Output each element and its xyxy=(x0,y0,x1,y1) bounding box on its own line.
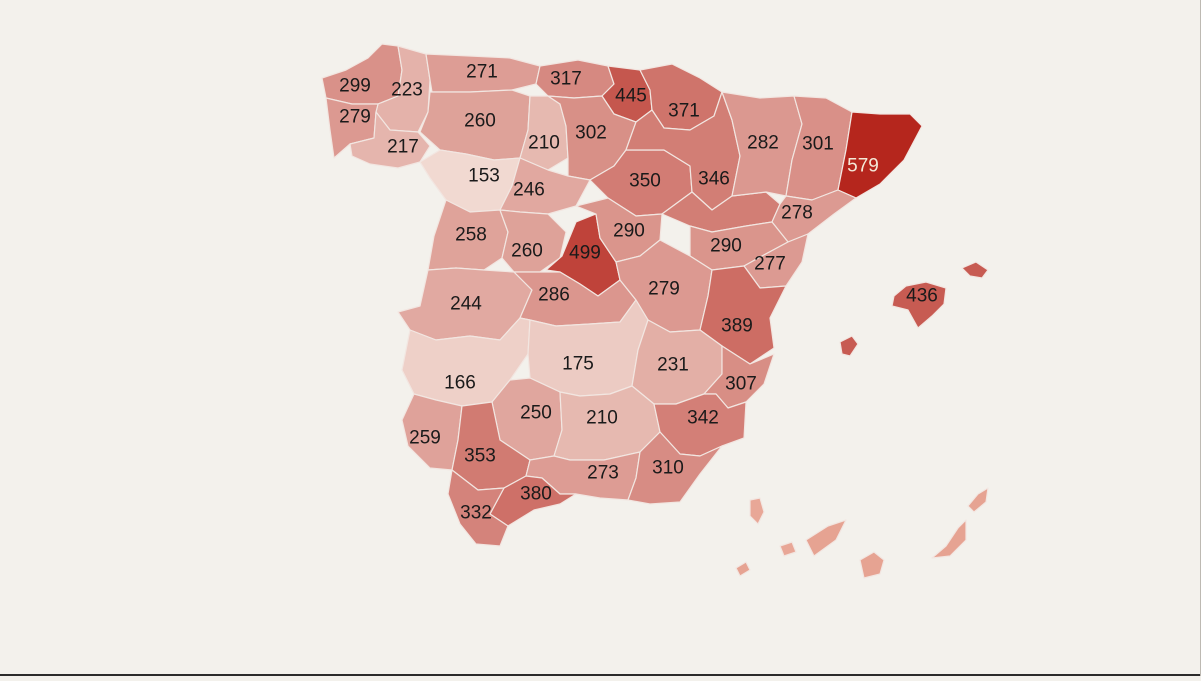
label-palencia: 210 xyxy=(528,133,560,154)
label-castellon: 277 xyxy=(754,254,786,275)
label-mallorca: 436 xyxy=(906,286,938,307)
label-murcia: 342 xyxy=(687,408,719,429)
island-canary-3 xyxy=(805,519,847,557)
province-shapes xyxy=(321,43,989,547)
region-cadiz[interactable] xyxy=(447,469,509,547)
label-ciudad-real: 175 xyxy=(562,354,594,375)
label-bizkaia: 445 xyxy=(615,86,647,107)
label-ourense: 217 xyxy=(387,137,419,158)
region-tarragona[interactable] xyxy=(771,189,857,243)
label-almeria: 310 xyxy=(652,458,684,479)
label-albacete: 231 xyxy=(657,355,689,376)
region-almeria[interactable] xyxy=(627,431,723,505)
label-toledo: 286 xyxy=(538,285,570,306)
label-teruel: 290 xyxy=(710,236,742,257)
label-pontevedra: 279 xyxy=(339,107,371,128)
island-menorca xyxy=(961,261,989,279)
region-asturias[interactable] xyxy=(425,53,541,93)
label-lugo: 223 xyxy=(391,80,423,101)
label-granada: 273 xyxy=(587,463,619,484)
label-avila: 260 xyxy=(511,241,543,262)
canary-islands xyxy=(735,487,989,579)
label-cantabria: 317 xyxy=(550,69,582,90)
island-canary-1 xyxy=(749,497,765,525)
bottom-frame-line xyxy=(0,674,1201,676)
label-salamanca: 258 xyxy=(455,225,487,246)
label-valladolid: 246 xyxy=(513,180,545,201)
label-huelva: 259 xyxy=(409,428,441,449)
island-canary-6 xyxy=(931,519,967,559)
label-tarragona: 278 xyxy=(781,203,813,224)
region-valladolid[interactable] xyxy=(499,157,591,215)
region-girona[interactable] xyxy=(837,111,923,199)
label-zamora: 153 xyxy=(468,166,500,187)
region-mallorca[interactable] xyxy=(891,281,947,329)
label-burgos: 302 xyxy=(575,123,607,144)
label-a-coruna: 299 xyxy=(339,76,371,97)
label-valencia: 389 xyxy=(721,316,753,337)
label-madrid: 499 xyxy=(569,243,601,264)
label-jaen: 210 xyxy=(586,408,618,429)
label-girona: 579 xyxy=(847,156,879,177)
region-valencia[interactable] xyxy=(699,265,787,365)
label-huesca: 282 xyxy=(747,133,779,154)
island-canary-5 xyxy=(859,551,885,579)
label-asturias: 271 xyxy=(466,62,498,83)
label-soria: 350 xyxy=(629,171,661,192)
label-cadiz: 332 xyxy=(460,503,492,524)
label-caceres: 244 xyxy=(450,294,482,315)
island-canary-7 xyxy=(967,487,989,513)
label-navarra: 346 xyxy=(698,169,730,190)
label-gipuzkoa: 371 xyxy=(668,101,700,122)
label-cuenca: 279 xyxy=(648,279,680,300)
label-guadalajara: 290 xyxy=(613,221,645,242)
label-sevilla: 353 xyxy=(464,446,496,467)
island-canary-2 xyxy=(779,541,797,557)
region-avila[interactable] xyxy=(499,209,567,273)
label-cordoba: 250 xyxy=(520,403,552,424)
island-ibiza xyxy=(839,335,859,357)
label-alicante: 307 xyxy=(725,374,757,395)
region-salamanca[interactable] xyxy=(427,199,509,271)
region-ourense[interactable] xyxy=(349,111,431,169)
island-canary-4 xyxy=(735,561,751,577)
label-lleida: 301 xyxy=(802,134,834,155)
value-labels: 299 223 271 317 445 371 279 217 260 210 … xyxy=(339,62,938,524)
label-leon: 260 xyxy=(464,111,496,132)
label-badajoz: 166 xyxy=(444,373,476,394)
label-malaga: 380 xyxy=(520,484,552,505)
